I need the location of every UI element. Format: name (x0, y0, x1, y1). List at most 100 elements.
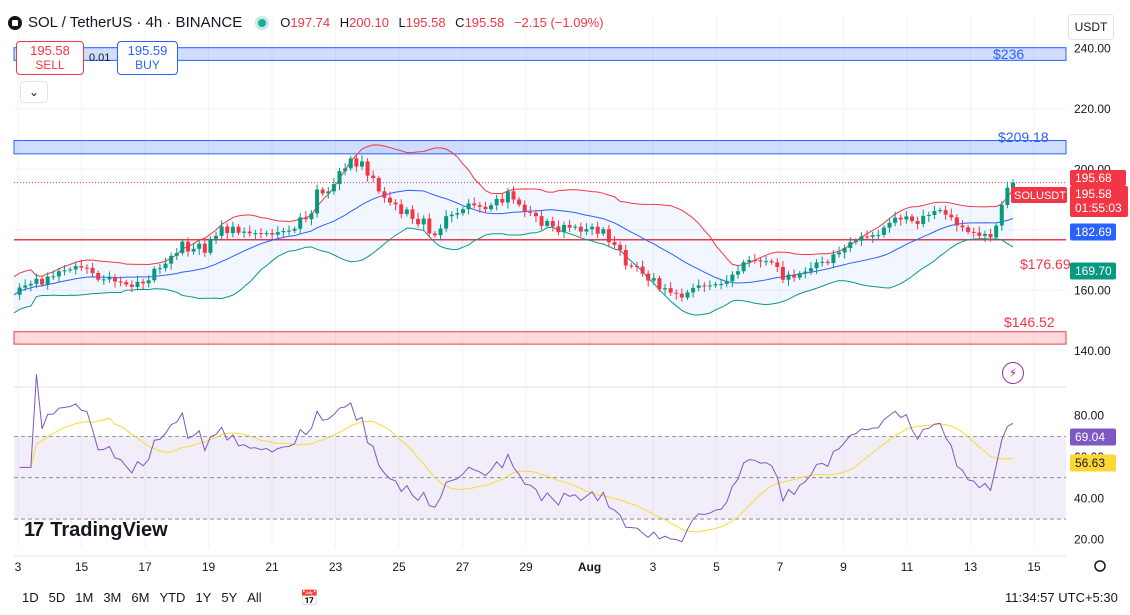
candle-body (303, 217, 308, 220)
candle-body (45, 276, 50, 285)
time-axis[interactable]: 3 15 17 19 21 23 25 27 29 Aug 3 5 7 9 11 13 15 (14, 555, 1106, 574)
candle-body (320, 189, 325, 194)
candle-body (898, 217, 903, 220)
timeframe-ytd[interactable]: YTD (159, 590, 186, 605)
candle-body (472, 203, 477, 206)
candle-body (180, 241, 185, 254)
timeframe-1m[interactable]: 1M (75, 590, 94, 605)
candle-body (786, 274, 791, 280)
candle-body (62, 270, 67, 272)
sell-button[interactable]: 195.58 SELL (16, 41, 84, 75)
collapse-chevron-icon[interactable]: ⌄ (20, 81, 48, 103)
candle-body (247, 231, 252, 234)
candle-body (837, 252, 842, 255)
price-label-basis: 182.69 (1075, 225, 1112, 239)
candle-body (938, 210, 943, 212)
candle-body (949, 214, 954, 218)
candle-body (550, 221, 555, 227)
candle-body (814, 262, 819, 269)
candle-body (848, 242, 853, 248)
timeframe-5y[interactable]: 5Y (221, 590, 238, 605)
candle-body (489, 205, 494, 210)
candle-body (966, 227, 971, 232)
candle-body (752, 260, 757, 262)
candle-body (281, 230, 286, 233)
candle-body (96, 273, 101, 280)
candle-body (163, 263, 168, 269)
countdown-value: 01:55:03 (1075, 201, 1122, 215)
candle-body (382, 191, 387, 198)
candle-body (101, 279, 106, 281)
symbol-title[interactable]: SOL / TetherUS · 4h · BINANCE (28, 14, 243, 31)
candle-body (107, 277, 112, 280)
candle-body (393, 202, 398, 205)
last-price-box (1070, 186, 1128, 217)
time-tick: Aug (578, 560, 601, 574)
symbol-tag-bg (1011, 187, 1067, 203)
candle-body (73, 266, 78, 270)
currency-unit-button[interactable]: USDT (1068, 14, 1114, 40)
clock-timezone[interactable]: 11:34:57 UTC+5:30 (1005, 590, 1118, 605)
candle-body (578, 226, 583, 232)
candle-body (208, 238, 213, 253)
buy-button[interactable]: 195.59 BUY (117, 41, 178, 75)
date-range-calendar-icon[interactable]: 📅 (300, 590, 319, 607)
timeframe-all[interactable]: All (247, 590, 262, 605)
timeframe-5d[interactable]: 5D (48, 590, 66, 605)
candle-body (954, 217, 959, 226)
candle-body (971, 231, 976, 233)
candle-body (769, 261, 774, 263)
candle-body (432, 233, 437, 236)
candle-body (545, 221, 550, 226)
candle-body (573, 226, 578, 228)
lightning-icon[interactable]: ⚡ (1002, 362, 1024, 384)
candle-body (124, 282, 129, 285)
candle-body (556, 226, 561, 233)
timeframe-1y[interactable]: 1Y (195, 590, 212, 605)
candle-body (444, 216, 449, 229)
time-tick: 9 (840, 560, 847, 574)
candle-body (84, 267, 89, 269)
timeframe-6m[interactable]: 6M (131, 590, 150, 605)
timeframe-3m[interactable]: 3M (103, 590, 122, 605)
candle-body (988, 234, 993, 238)
timeframe-1d[interactable]: 1D (22, 590, 39, 605)
candle-body (191, 248, 196, 252)
candle-body (657, 278, 662, 290)
candle-body (113, 277, 118, 282)
candlestick-series (17, 154, 1015, 302)
rsi-ma-line (19, 417, 1014, 533)
candle-body (730, 274, 735, 282)
price-tick: 240.00 (1074, 41, 1111, 55)
price-tick: 160.00 (1074, 283, 1111, 297)
candle-body (449, 214, 454, 217)
candle-body (909, 216, 914, 222)
candle-body (371, 175, 376, 179)
tradingview-watermark: 17 TradingView (24, 519, 168, 541)
candle-body (17, 287, 22, 295)
level-label-1: $209.18 (998, 129, 1049, 145)
rsi-ma-label-bg (1070, 454, 1116, 472)
candle-body (999, 204, 1004, 226)
rsi-tick: 40.00 (1074, 491, 1104, 505)
candle-body (68, 269, 73, 271)
candle-body (696, 285, 701, 288)
candle-body (921, 215, 926, 225)
candle-body (309, 213, 314, 220)
candle-body (225, 226, 230, 234)
candle-body (438, 228, 443, 236)
candle-body (792, 274, 797, 278)
candle-body (118, 281, 123, 283)
candle-body (1011, 182, 1015, 188)
candle-body (893, 217, 898, 223)
tradingview-logo-icon: 17 (24, 519, 44, 541)
rsi-ma-label: 56.63 (1075, 456, 1105, 470)
candle-body (264, 233, 269, 235)
spread-value: 0.01 (89, 52, 111, 64)
time-tick: 27 (456, 560, 470, 574)
candle-body (343, 168, 348, 172)
candle-body (780, 266, 785, 280)
candle-body (427, 218, 432, 234)
